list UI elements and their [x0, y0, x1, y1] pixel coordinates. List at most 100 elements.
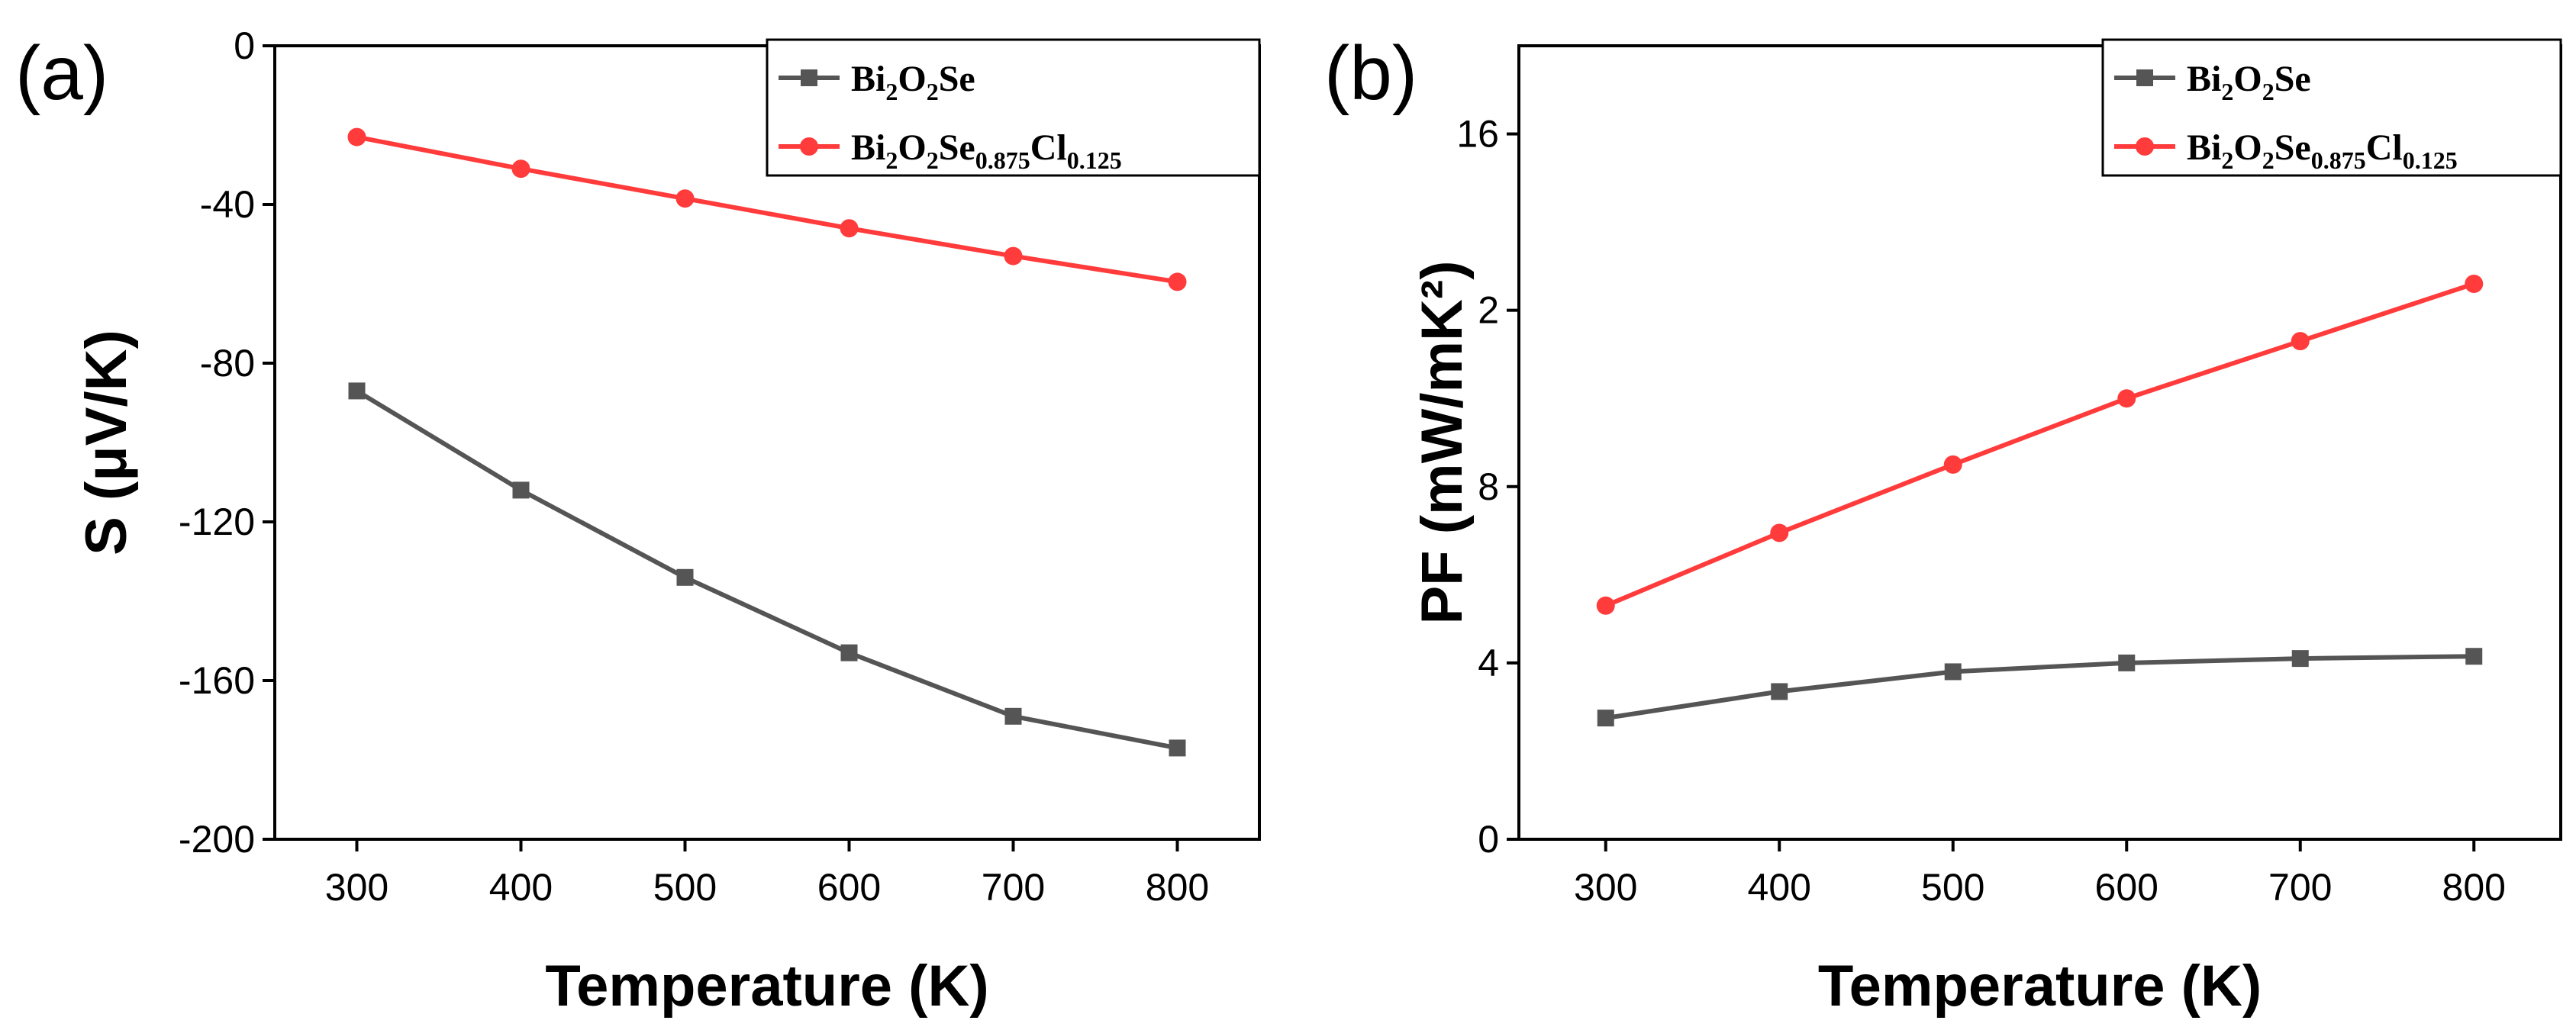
x-tick-label: 400 — [489, 866, 553, 909]
legend-label-part: Bi — [851, 127, 885, 168]
legend-label-subscript: 2 — [2221, 146, 2233, 174]
legend-label-subscript: 2 — [2221, 78, 2233, 105]
legend-marker — [2136, 137, 2154, 156]
legend-box — [2101, 38, 2562, 177]
legend-label-subscript: 0.875 — [2311, 146, 2366, 174]
panel-a-seebeck-chart: 300 400 500 600 700 800 0 -40 -80 -120 -160 -200 Tem… — [15, 24, 1261, 1019]
legend-label-part: Bi — [851, 59, 885, 99]
panel-b-power-factor-chart: 300 400 500 600 700 800 0 4 8 2 16 Temperature (K) P… — [1324, 31, 2562, 1019]
legend-marker — [2136, 69, 2153, 86]
y-tick-label: 4 — [1478, 642, 1499, 684]
data-point — [511, 159, 530, 179]
legend-label: Bi2O2Se0.875Cl0.125 — [2187, 127, 2458, 174]
y-tick-label: -80 — [200, 342, 255, 385]
legend-label-part: O — [2233, 59, 2262, 99]
legend-label-subscript: 0.125 — [1067, 146, 1122, 174]
x-axis-title: Temperature (K) — [1818, 954, 2262, 1019]
data-point — [1596, 596, 1615, 615]
legend-label-part: Se — [2275, 127, 2311, 168]
x-tick-label: 500 — [653, 866, 717, 909]
data-point — [512, 481, 530, 499]
y-tick-label: -120 — [179, 501, 255, 543]
legend-label: Bi2O2Se — [851, 59, 975, 105]
data-point — [347, 127, 366, 146]
legend-label-subscript: 2 — [2262, 146, 2275, 174]
data-point — [1169, 739, 1186, 757]
data-point — [2117, 389, 2136, 408]
series-line-bi2o2se-cl — [356, 134, 1178, 285]
legend-marker — [801, 69, 817, 86]
y-tick-label: -200 — [179, 818, 255, 861]
y-tick-label: -40 — [200, 183, 255, 226]
legend-label: Bi2O2Se0.875Cl0.125 — [851, 127, 1122, 174]
legend-label-part: O — [898, 127, 926, 168]
data-point — [676, 568, 694, 586]
data-point — [1168, 272, 1187, 291]
x-tick-label: 600 — [2095, 866, 2158, 909]
x-tick-label: 700 — [982, 866, 1045, 909]
legend-label-part: Bi — [2187, 59, 2221, 99]
y-tick-label: 0 — [1478, 818, 1499, 861]
data-point — [2465, 275, 2484, 293]
legend-label-subscript: 2 — [927, 146, 939, 174]
data-point — [2291, 332, 2310, 351]
x-tick-label: 800 — [1146, 866, 1209, 909]
x-tick-label: 400 — [1748, 866, 1811, 909]
data-point — [1943, 455, 1962, 474]
legend-box — [766, 38, 1261, 177]
panel-label: (a) — [15, 31, 108, 116]
legend-label-subscript: 2 — [2262, 78, 2275, 105]
legend-item: Bi2O2Se — [2114, 59, 2311, 105]
plot-frame — [1517, 44, 2562, 841]
legend-label-subscript: 2 — [885, 146, 898, 174]
data-point — [1771, 683, 1788, 700]
data-point — [1004, 246, 1023, 266]
y-tick-label: 0 — [234, 24, 255, 67]
x-tick-label: 800 — [2442, 866, 2506, 909]
y-tick-label: -160 — [179, 659, 255, 702]
y-axis-title: PF (mW/mK²) — [1410, 260, 1475, 624]
legend-label-subscript: 2 — [927, 78, 939, 105]
legend-label-subscript: 2 — [885, 78, 898, 105]
legend-item: Bi2O2Se0.875Cl0.125 — [779, 127, 1122, 174]
legend-item: Bi2O2Se — [779, 59, 975, 105]
data-point — [2291, 650, 2309, 668]
legend-label: Bi2O2Se — [2187, 59, 2311, 105]
legend-label-subscript: 0.875 — [975, 146, 1030, 174]
data-point — [2465, 648, 2483, 665]
legend-marker — [800, 137, 818, 156]
legend-label-part: Se — [2275, 59, 2311, 99]
y-axis-title: S (μV/K) — [74, 330, 139, 555]
legend-label-part: Cl — [2366, 127, 2403, 168]
x-tick-label: 700 — [2268, 866, 2332, 909]
x-tick-label: 600 — [817, 866, 881, 909]
legend-label-part: Se — [939, 59, 975, 99]
legend-label-part: Se — [939, 127, 975, 168]
x-tick-label: 500 — [1921, 866, 1984, 909]
y-tick-label: 2 — [1478, 289, 1499, 332]
data-point — [1944, 663, 1962, 681]
legend-label-part: O — [898, 59, 926, 99]
legend-label-part: O — [2233, 127, 2262, 168]
data-point — [840, 644, 858, 661]
legend-item: Bi2O2Se0.875Cl0.125 — [2114, 127, 2458, 174]
x-tick-label: 300 — [1574, 866, 1637, 909]
legend-label-subscript: 0.125 — [2403, 146, 2458, 174]
x-axis-title: Temperature (K) — [545, 954, 988, 1019]
series-line-bi2o2se — [1605, 654, 2474, 721]
x-tick-label: 300 — [325, 866, 388, 909]
data-point — [1597, 710, 1614, 727]
data-point — [675, 189, 695, 208]
series-line-bi2o2se — [355, 388, 1178, 751]
series-line-bi2o2se-cl — [1604, 282, 2475, 608]
data-point — [1004, 707, 1022, 725]
data-point — [348, 382, 366, 400]
y-tick-label: 8 — [1478, 465, 1499, 508]
legend-label-part: Bi — [2187, 127, 2221, 168]
data-point — [1770, 523, 1789, 542]
data-point — [2118, 654, 2136, 671]
legend-label-part: Cl — [1030, 127, 1067, 168]
